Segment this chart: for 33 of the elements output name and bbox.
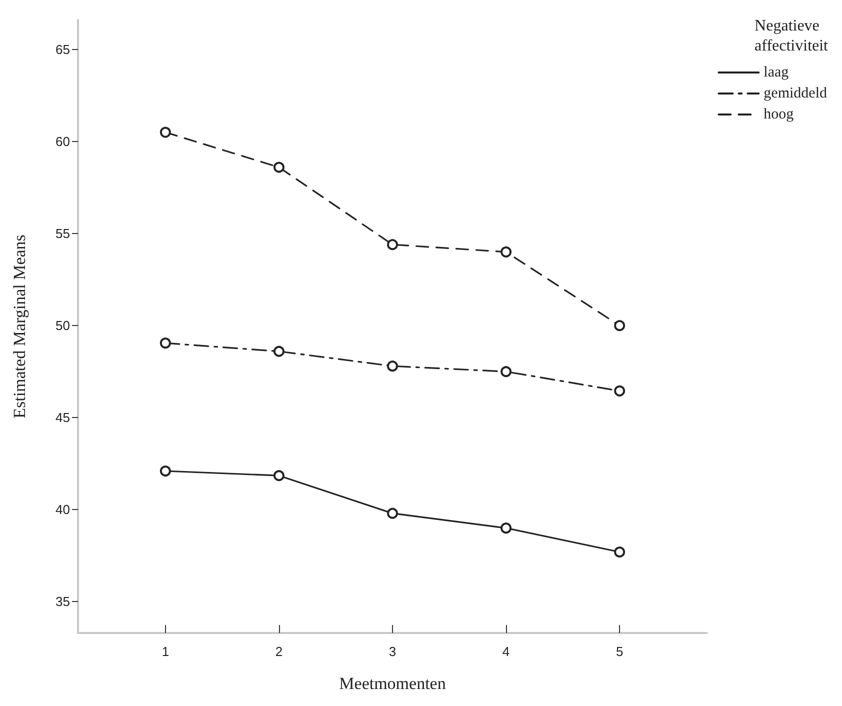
point (387, 239, 398, 250)
y-tick-label: 55 (56, 226, 70, 242)
x-tick-label: 3 (388, 644, 396, 659)
legend-label: gemiddeld (764, 86, 828, 102)
point (387, 360, 398, 372)
y-tick-label: 65 (56, 42, 70, 57)
x-tick-label: 2 (275, 644, 283, 659)
point (500, 522, 512, 534)
point (500, 366, 512, 378)
point (160, 466, 171, 477)
x-tick-label: 5 (616, 644, 624, 659)
y-tick-label: 35 (56, 594, 70, 610)
point (160, 338, 171, 349)
y-tick-label: 40 (56, 502, 70, 518)
legend-title: Negatieve affectiviteit (754, 18, 829, 54)
point (273, 346, 284, 357)
point (273, 470, 284, 482)
point (273, 162, 284, 173)
x-tick-label: 1 (162, 644, 170, 659)
y-tick-label: 45 (56, 410, 70, 426)
point (160, 126, 171, 138)
point (387, 508, 398, 519)
legend-label: laag (764, 64, 790, 80)
y-tick-label: 50 (56, 318, 70, 334)
point (614, 546, 626, 558)
y-tick-label: 60 (56, 134, 70, 149)
legend-label: hoog (764, 106, 794, 122)
point (500, 246, 512, 258)
x-axis-title: Meetmomenten (339, 674, 446, 693)
y-axis-title: Estimated Marginal Means (10, 234, 29, 418)
point (614, 320, 626, 332)
point (614, 385, 626, 396)
x-tick-label: 4 (502, 644, 510, 659)
